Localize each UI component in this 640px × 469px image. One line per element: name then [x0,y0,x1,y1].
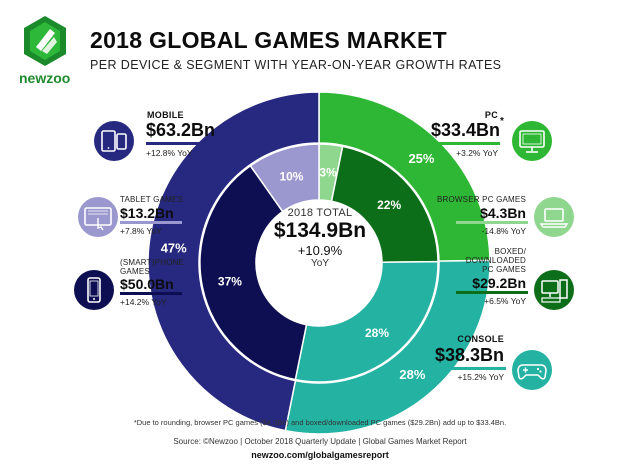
inner-slice-smart-phone-games [199,164,308,381]
smartphone-yoy: +14.2% YoY [120,297,167,307]
tablet-value: $13.2Bn [120,205,174,221]
browser-value: $4.3Bn [480,205,526,221]
tablet-line [120,221,182,224]
boxed-line [456,291,528,294]
center-total-label: 2018 TOTAL [287,207,353,219]
page-title: 2018 GLOBAL GAMES MARKET [90,27,447,53]
smartphone-icon [74,270,114,310]
mobile-value: $63.2Bn [146,120,216,140]
center-total-value: $134.9Bn [273,219,367,242]
inner-label-browser-pc-games: 3% [319,165,337,179]
console-category: CONSOLE [457,334,504,344]
mobile-line [146,142,238,145]
source-line: Source: ©Newzoo | October 2018 Quarterly… [173,437,467,446]
browser-yoy: -14.8% YoY [481,226,526,236]
mobile-category: MOBILE [147,110,184,120]
footnote: *Due to rounding, browser PC games ($4.3… [133,418,507,427]
pc-monitor-icon [512,121,552,161]
tablet-category: TABLET GAMES [120,195,184,204]
console-yoy: +15.2% YoY [457,372,504,382]
smartphone-category-line1: (SMART)PHONE [120,258,185,267]
outer-label-mobile: 47% [161,241,187,256]
outer-label-console: 28% [399,367,425,382]
page-subtitle: PER DEVICE & SEGMENT WITH YEAR-ON-YEAR G… [90,58,502,72]
report-url[interactable]: newzoo.com/globalgamesreport [251,450,389,460]
pc-category: PC [484,110,498,120]
center-yoy: YoY [311,258,329,269]
gamepad-icon [512,350,552,390]
console-value: $38.3Bn [434,345,504,365]
donut-hole [257,201,381,325]
tablet-icon [78,197,118,237]
boxed-category-line2: DOWNLOADED [465,256,526,265]
mobile-yoy: +12.8% YoY [146,148,193,158]
browser-category: BROWSER PC GAMES [437,195,526,204]
center-growth: +10.9% [297,243,343,258]
smartphone-category-line2: GAMES [120,267,150,276]
smartphone-line [120,292,182,295]
browser-line [456,221,528,224]
laptop-icon [534,197,574,237]
tablet-yoy: +7.8% YoY [120,226,162,236]
pc-line [402,142,500,145]
smartphone-value: $50.0Bn [120,276,174,292]
pc-yoy: +3.2% YoY [456,148,498,158]
inner-slice-tablet-games [249,143,320,213]
boxed-category-line1: BOXED/ [494,247,526,256]
center-total: 2018 TOTAL $134.9Bn +10.9% YoY [258,207,382,269]
brand-name: newzoo [19,70,71,86]
outer-slice-mobile [147,91,320,432]
mobile-devices-icon [94,121,134,161]
inner-label-console: 28% [365,326,389,340]
pc-value: $33.4Bn [430,120,500,140]
boxed-yoy: +6.5% YoY [484,296,526,306]
boxed-category-line3: PC GAMES [482,265,526,274]
desktop-pc-icon [534,270,574,310]
newzoo-logo [24,16,66,66]
inner-slice-console [294,260,439,383]
console-line [400,367,506,370]
inner-label-boxed-downloaded-pc-games: 22% [377,198,401,212]
boxed-value: $29.2Bn [472,275,526,291]
inner-label-tablet-games: 10% [279,169,303,183]
outer-label-pc: 25% [408,151,434,166]
inner-slice-boxed-downloaded-pc-games [330,145,439,264]
inner-label-smart-phone-games: 37% [218,275,242,289]
pc-asterisk: * [500,116,504,127]
